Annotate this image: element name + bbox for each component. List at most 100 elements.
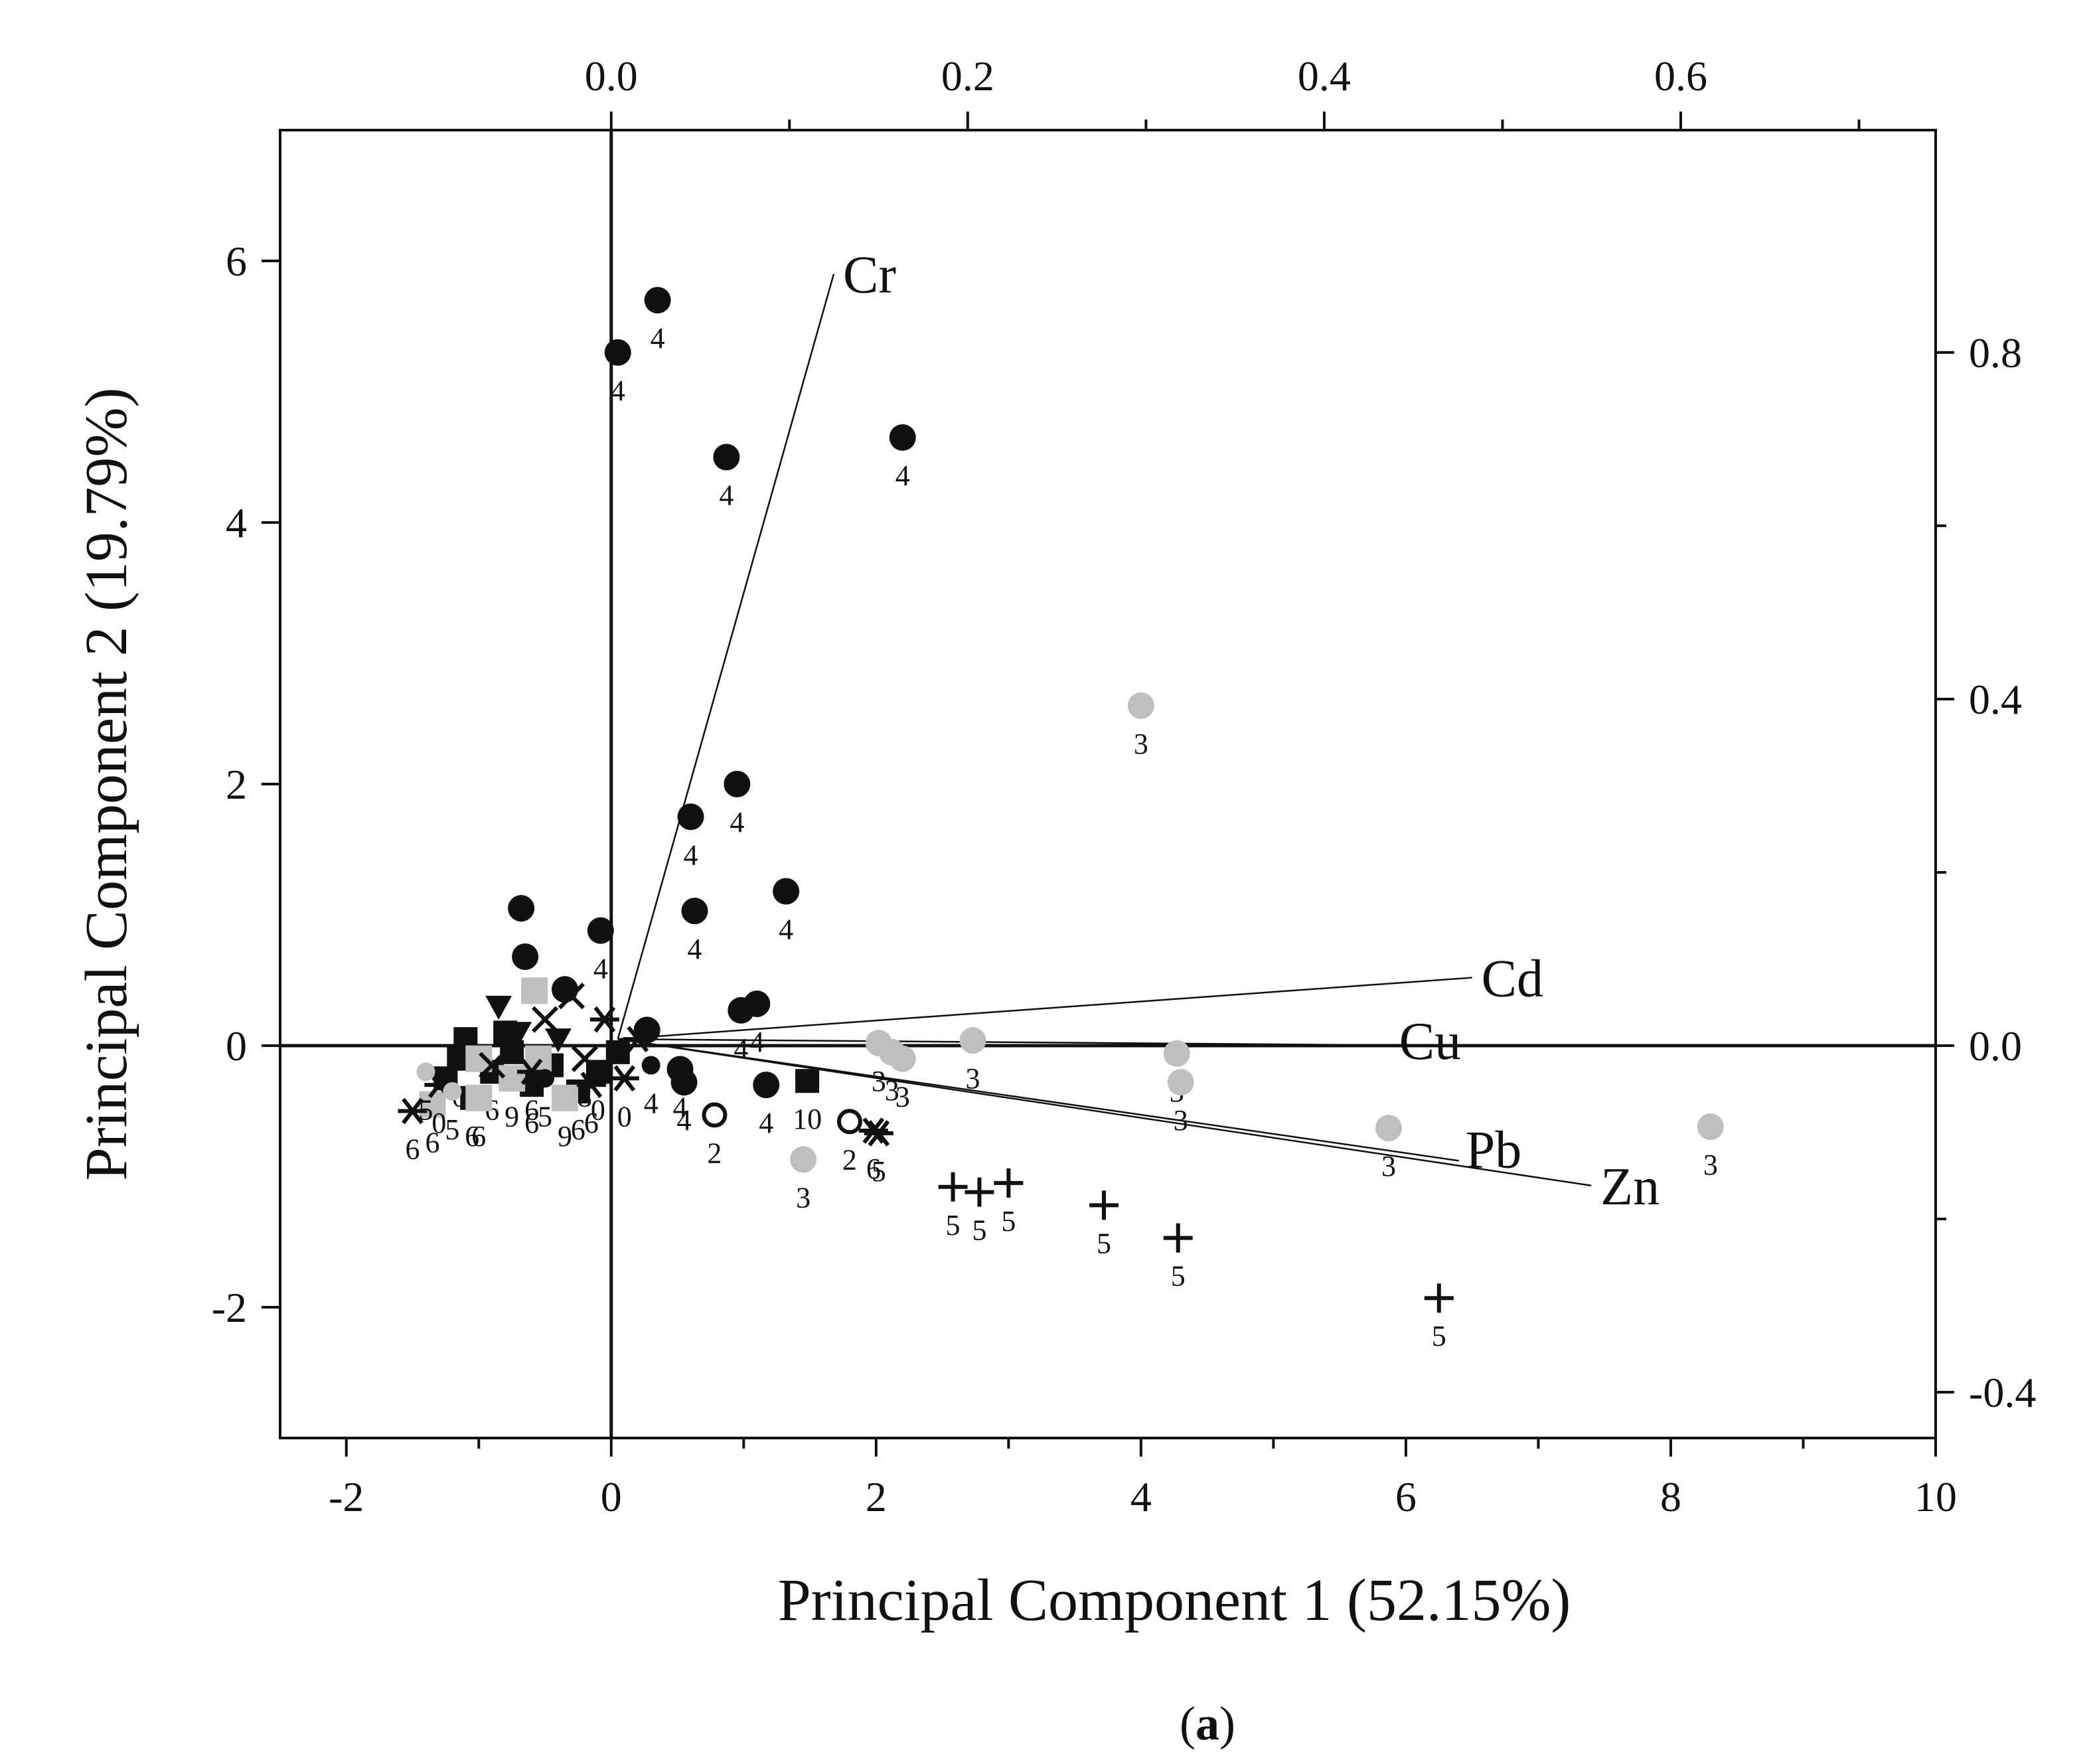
score-point (1089, 1190, 1119, 1220)
point-label: 6 (465, 1120, 479, 1153)
score-point (641, 1056, 660, 1075)
score-point (512, 943, 539, 971)
point-label: 3 (872, 1065, 886, 1097)
point-label: 10 (793, 1103, 822, 1135)
point-label: 6 (524, 1093, 539, 1126)
score-point (571, 1045, 599, 1072)
score-point (499, 1065, 526, 1092)
score-point (965, 1177, 994, 1207)
x-tick-label: 10 (1914, 1473, 1957, 1520)
loading-label-cu: Cu (1399, 1012, 1461, 1071)
x-tick-label: 4 (1130, 1473, 1152, 1520)
point-label: 4 (719, 479, 734, 512)
score-point (889, 1045, 916, 1072)
score-point (790, 1146, 817, 1173)
score-point (743, 990, 771, 1017)
right-tick-label: 0.0 (1969, 1022, 2022, 1070)
point-label: 9 (504, 1100, 519, 1133)
y-tick-label: 6 (226, 238, 247, 285)
loading-vector-cu (617, 1038, 1446, 1047)
point-label: 2 (842, 1143, 857, 1176)
loading-label-cr: Cr (843, 246, 896, 305)
y-tick-label: 2 (226, 761, 247, 808)
point-label: 5 (1432, 1320, 1446, 1352)
point-label: 4 (651, 322, 665, 355)
point-label: 5 (538, 1100, 552, 1133)
point-label: 5 (872, 1155, 886, 1188)
point-label: 9 (558, 1120, 572, 1153)
point-label: 5 (946, 1209, 961, 1242)
score-point (604, 339, 631, 366)
score-point (521, 977, 548, 1004)
point-label: 4 (759, 1107, 773, 1139)
y-tick-label: -2 (212, 1284, 247, 1331)
score-point (959, 1027, 986, 1054)
score-point (836, 1109, 862, 1135)
point-label: 3 (1703, 1149, 1718, 1181)
score-point (508, 895, 535, 922)
point-label: 5 (418, 1093, 433, 1126)
point-label: 6 (571, 1113, 585, 1146)
point-label: 5 (445, 1113, 459, 1146)
loading-vector-cr (617, 274, 835, 1040)
caption-open: ( (1180, 1697, 1196, 1750)
right-tick-label: -0.4 (1969, 1369, 2036, 1416)
score-point (1127, 692, 1154, 719)
point-label: 4 (677, 1104, 692, 1137)
top-tick-label: 0.4 (1298, 52, 1351, 100)
point-label: 4 (611, 374, 625, 407)
point-label: 3 (1174, 1104, 1188, 1137)
point-label: 4 (593, 953, 608, 985)
score-point (443, 1082, 462, 1101)
loading-label-cd: Cd (1482, 950, 1543, 1008)
score-point (609, 1065, 639, 1092)
x-axis-title: Principal Component 1 (52.15%) (778, 1567, 1571, 1633)
point-label: 6 (406, 1133, 420, 1166)
loading-vector-zn (617, 1038, 1592, 1187)
score-point (1424, 1283, 1454, 1313)
score-point (605, 1040, 630, 1064)
y-tick-label: 4 (226, 499, 247, 546)
caption-close: ) (1219, 1697, 1235, 1750)
score-point (587, 917, 614, 944)
y-axis-title: Principal Component 2 (19.79%) (74, 388, 139, 1181)
point-label: 3 (885, 1074, 899, 1107)
top-tick-label: 0.0 (585, 52, 638, 100)
loading-vector-cd (617, 977, 1472, 1040)
x-tick-label: 6 (1395, 1473, 1417, 1520)
score-point (753, 1072, 780, 1099)
point-label: 3 (895, 1081, 910, 1113)
score-point (681, 898, 708, 925)
point-label: 2 (707, 1137, 722, 1169)
score-point (864, 1120, 893, 1147)
point-label: 0 (617, 1100, 632, 1133)
score-points: 4444444444444433333333335555552265106666… (398, 287, 1724, 1352)
top-tick-label: 0.2 (941, 52, 994, 100)
point-label: 6 (524, 1107, 539, 1139)
x-tick-label: 8 (1660, 1473, 1681, 1520)
score-point (416, 1062, 435, 1082)
score-point (1697, 1113, 1724, 1141)
score-point (670, 1069, 698, 1096)
x-tick-label: 0 (601, 1473, 622, 1520)
score-point (938, 1172, 968, 1202)
right-tick-label: 0.4 (1969, 676, 2022, 723)
point-label: 3 (1381, 1150, 1396, 1182)
point-label: 5 (972, 1214, 986, 1247)
score-point (398, 1097, 427, 1125)
point-label: 5 (1097, 1227, 1111, 1259)
score-point (589, 1006, 619, 1033)
score-point (551, 1084, 578, 1111)
score-point (994, 1168, 1024, 1198)
right-tick-label: 0.8 (1969, 329, 2022, 376)
score-point (795, 1069, 820, 1093)
point-label: 4 (730, 806, 744, 839)
point-label: 4 (684, 839, 698, 871)
score-point (1375, 1115, 1402, 1142)
score-point (724, 771, 751, 797)
point-label: 4 (644, 1087, 658, 1120)
point-label: 3 (1134, 728, 1148, 760)
top-tick-label: 0.6 (1654, 52, 1707, 100)
point-label: 6 (471, 1120, 486, 1153)
